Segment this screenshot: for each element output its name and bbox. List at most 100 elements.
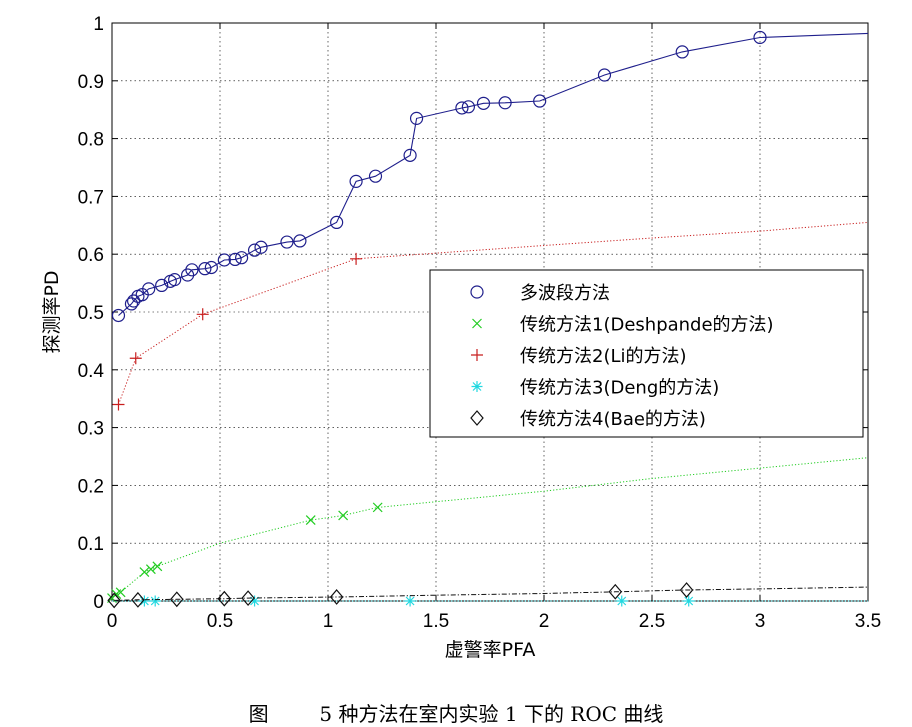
data-point-circle xyxy=(403,148,417,162)
data-point-circle xyxy=(228,252,242,267)
data-point-circle xyxy=(124,297,139,311)
y-tick-label: 0.1 xyxy=(78,534,104,555)
series-1 xyxy=(111,30,869,323)
series-2 xyxy=(107,457,869,604)
legend-label: 传统方法2(Li的方法) xyxy=(520,346,687,367)
data-point-x xyxy=(305,515,316,526)
x-tick-label: 0 xyxy=(107,611,118,632)
data-point-circle xyxy=(111,308,126,323)
roc-chart: 0 0.5 1 1.5 2 2.5 3 3.5 00.10.20.30.40.50.60.70… xyxy=(41,14,881,661)
legend-label: 传统方法4(Bae的方法) xyxy=(520,409,706,430)
data-point-diamond xyxy=(131,591,145,608)
data-point-circle xyxy=(185,263,199,277)
series-layer xyxy=(107,30,869,609)
y-tick-label: 0.6 xyxy=(78,245,104,266)
data-point-circle xyxy=(254,240,268,254)
data-point-circle xyxy=(455,101,469,115)
data-point-diamond xyxy=(170,591,184,608)
x-tick-label: 2 xyxy=(539,611,550,632)
figure-caption: 图 5 种方法在室内实验 1 下的 ROC 曲线 xyxy=(248,702,664,726)
data-point-diamond xyxy=(679,582,694,598)
data-point-diamond xyxy=(608,583,623,600)
data-point-circle xyxy=(155,278,169,293)
y-tick-label: 1 xyxy=(93,14,104,35)
data-point-circle xyxy=(204,260,218,275)
legend-box xyxy=(429,269,864,438)
y-tick-label: 0.3 xyxy=(78,419,104,440)
y-tick-label: 0.4 xyxy=(78,361,105,382)
series-line xyxy=(118,221,869,405)
legend-entry: 传统方法2(Li的方法) xyxy=(471,346,687,367)
y-tick-label: 0.7 xyxy=(78,187,104,208)
data-point-x xyxy=(145,564,156,575)
x-tick-label: 2.5 xyxy=(639,611,665,632)
data-point-x xyxy=(372,502,383,513)
series-line xyxy=(118,32,869,316)
y-axis-label: 探测率PD xyxy=(41,270,63,353)
data-point-plus xyxy=(112,398,125,411)
data-point-circle xyxy=(476,96,491,110)
legend-label: 传统方法3(Deng的方法) xyxy=(520,378,719,399)
data-point-circle xyxy=(280,235,294,249)
legend-entry: 传统方法1(Deshpande的方法) xyxy=(472,315,774,336)
x-tick-label: 0.5 xyxy=(207,611,233,632)
data-point-x xyxy=(338,510,349,521)
x-axis-label: 虚警率PFA xyxy=(445,639,536,661)
legend-label: 传统方法1(Deshpande的方法) xyxy=(520,315,774,336)
x-axis-ticks: 0 0.5 1 1.5 2 2.5 3 3.5 xyxy=(107,23,881,632)
data-point-diamond xyxy=(241,590,255,607)
y-tick-label: 0.8 xyxy=(78,130,104,151)
data-point-circle xyxy=(349,174,363,188)
data-point-x xyxy=(115,587,126,598)
legend-marker-x xyxy=(472,318,482,329)
data-point-asterisk xyxy=(149,595,161,607)
y-axis-ticks: 0 0.1 0.2 0.3 0.4 0.5 0.6 0.7 0.8 0.9 1 xyxy=(78,14,868,613)
data-point-diamond xyxy=(217,590,232,607)
data-point-circle xyxy=(247,243,262,257)
data-point-circle xyxy=(368,169,383,183)
data-point-circle xyxy=(198,262,212,276)
legend-marker-diamond xyxy=(470,410,484,426)
data-point-circle xyxy=(498,96,512,110)
x-tick-label: 1.5 xyxy=(423,611,449,632)
data-point-asterisk xyxy=(683,595,695,607)
data-point-x xyxy=(139,567,150,578)
data-point-x xyxy=(152,561,163,572)
data-point-plus xyxy=(350,252,363,265)
y-tick-label: 0.2 xyxy=(78,476,104,497)
legend-marker-plus xyxy=(471,349,483,361)
y-tick-label: 0 xyxy=(93,592,104,613)
y-tick-label: 0.5 xyxy=(78,303,104,324)
data-point-asterisk xyxy=(404,595,416,607)
legend-entry: 传统方法3(Deng的方法) xyxy=(471,378,719,399)
data-point-circle xyxy=(675,45,689,59)
series-3 xyxy=(112,221,869,411)
data-point-circle xyxy=(461,100,475,114)
legend-entry: 多波段方法 xyxy=(470,283,610,304)
series-5 xyxy=(107,582,869,609)
legend-marker-asterisk xyxy=(471,381,483,392)
data-point-plus xyxy=(196,308,209,321)
data-point-circle xyxy=(217,253,231,267)
x-tick-label: 3.5 xyxy=(855,611,881,632)
y-tick-label: 0.9 xyxy=(78,72,104,93)
data-point-diamond xyxy=(107,592,121,609)
legend-entry: 传统方法4(Bae的方法) xyxy=(470,409,706,430)
data-point-circle xyxy=(597,68,612,82)
data-point-asterisk xyxy=(249,595,261,607)
data-point-circle xyxy=(127,294,141,308)
data-point-diamond xyxy=(329,589,344,605)
data-point-asterisk xyxy=(138,595,150,607)
x-tick-label: 1 xyxy=(323,611,334,632)
series-4 xyxy=(112,595,868,607)
data-point-circle xyxy=(409,111,424,125)
data-point-circle xyxy=(330,215,344,230)
data-point-plus xyxy=(129,352,142,365)
data-point-circle xyxy=(293,234,307,248)
data-point-circle xyxy=(235,251,249,265)
data-point-circle xyxy=(168,273,182,287)
legend-marker-circle xyxy=(470,285,484,299)
data-point-circle xyxy=(142,282,156,296)
data-point-circle xyxy=(533,94,547,108)
